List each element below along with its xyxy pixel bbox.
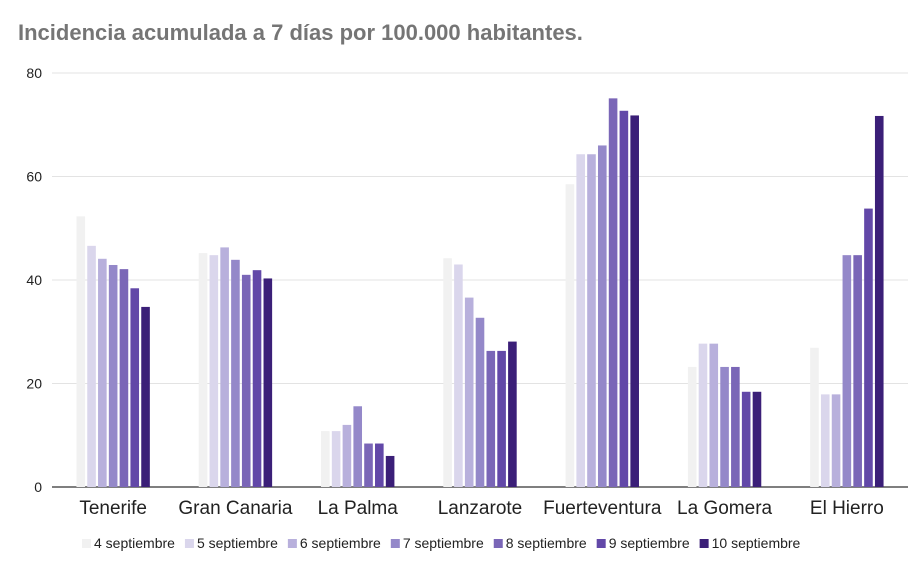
legend-label: 5 septiembre [197,535,278,551]
bar [375,443,384,487]
y-axis: 0 20 40 60 80 [26,65,908,495]
legend-swatch [596,539,606,548]
bar [263,278,273,487]
legend-item: 10 septiembre [699,535,801,551]
bar [874,115,884,487]
bar [108,264,118,487]
legend-label: 9 septiembre [609,535,690,551]
bar-group [687,343,762,487]
x-tick-label: Lanzarote [438,498,523,519]
x-tick-label: Tenerife [79,498,147,519]
y-tick-label: 80 [26,65,42,81]
legend-label: 8 septiembre [506,535,587,551]
y-tick-label: 0 [34,479,42,495]
bar [842,255,852,487]
bar [98,258,107,487]
legend-swatch [390,539,400,548]
bar [565,184,575,487]
bar [464,297,474,487]
bar-group [443,258,517,487]
legend-swatch [82,539,91,548]
bar [130,288,140,487]
bar [720,366,729,487]
bar-group [810,115,884,487]
legend-swatch [184,539,194,548]
legend-swatch [287,539,297,548]
legend-item: 7 septiembre [390,535,484,551]
y-tick-label: 40 [26,272,42,288]
legend-label: 10 septiembre [712,535,801,551]
bar [576,154,585,487]
legend: 4 septiembre 5 septiembre 6 septiembre 7 se… [82,535,801,551]
bar-group [321,406,395,487]
x-tick-label: Gran Canaria [178,498,292,519]
bar-group [76,216,150,487]
bar [385,455,395,487]
bar [508,341,517,487]
bar [619,110,629,487]
chart-title: Incidencia acumulada a 7 días por 100.00… [18,20,583,45]
bar [141,306,150,487]
bar [231,259,240,487]
bar [220,247,229,487]
bar [731,366,740,487]
bar [752,391,762,487]
bar [810,347,819,487]
x-tick-label: Fuerteventura [543,498,662,519]
bar [698,343,708,487]
bar [597,145,607,487]
bar [587,154,596,487]
bar [475,317,485,487]
y-tick-label: 60 [26,169,42,185]
x-tick-label: El Hierro [810,498,884,519]
legend-item: 6 septiembre [287,535,381,551]
bar [741,391,751,487]
bar [321,431,330,487]
bar [364,443,373,487]
bar [831,394,841,487]
legend-item: 8 septiembre [493,535,587,551]
legend-swatch [493,539,503,548]
bar-group [565,98,639,488]
bar [331,431,341,487]
bar [198,253,208,487]
bar [443,258,452,487]
x-tick-label: La Palma [318,498,399,519]
bar [497,350,506,487]
legend-label: 7 septiembre [403,535,484,551]
bar [853,255,862,487]
bar [820,394,830,487]
bar [454,264,463,487]
bar [353,406,363,487]
bar [342,424,352,487]
legend-item: 9 septiembre [596,535,690,551]
bar [630,115,639,487]
bar [76,216,86,487]
bars [76,98,884,488]
legend-swatch [699,539,709,548]
bar [209,255,219,487]
y-tick-label: 20 [26,376,42,392]
bar-group [198,247,273,487]
legend-label: 6 septiembre [300,535,381,551]
bar [252,270,262,487]
x-tick-label: La Gomera [677,498,772,519]
bar [87,245,96,487]
bar [608,98,618,488]
bar [709,343,719,487]
bar [486,350,496,487]
legend-label: 4 septiembre [94,535,175,551]
bar [241,274,251,487]
bar [687,366,697,487]
legend-item: 4 septiembre [82,535,175,551]
bar [119,269,129,487]
legend-item: 5 septiembre [184,535,278,551]
bar [864,208,873,487]
